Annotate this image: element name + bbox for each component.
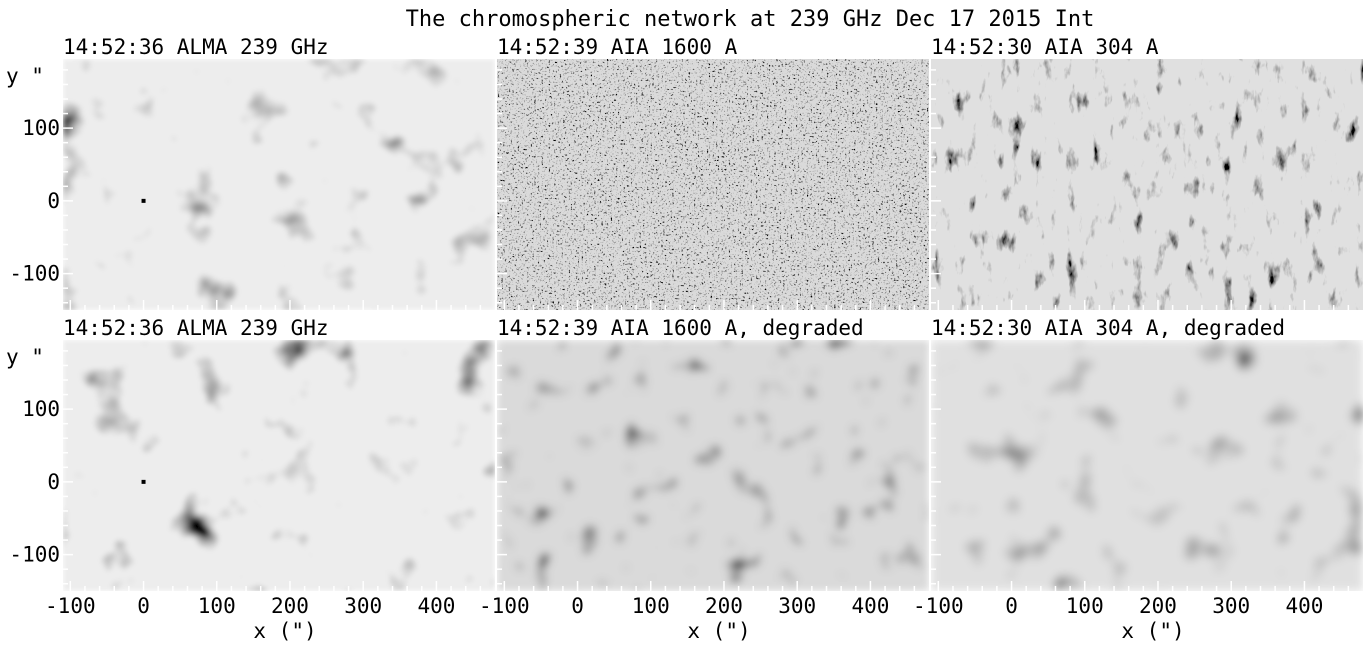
panel-title: 14:52:39 AIA 1600 A, degraded xyxy=(497,316,864,340)
solar-image xyxy=(497,340,929,591)
center-marker xyxy=(141,479,146,484)
panel-title: 14:52:36 ALMA 239 GHz xyxy=(63,35,329,59)
x-tick-label: 100 xyxy=(1066,594,1104,618)
x-tick-label: 400 xyxy=(417,594,455,618)
center-marker xyxy=(141,198,146,203)
x-tick-label: 300 xyxy=(1212,594,1250,618)
x-tick-label: 100 xyxy=(632,594,670,618)
x-tick-label: 300 xyxy=(778,594,816,618)
panel: 14:52:30 AIA 304 A, degraded xyxy=(931,316,1363,591)
panel: 14:52:36 ALMA 239 GHz xyxy=(63,316,495,591)
y-tick-label: -100 xyxy=(9,543,60,567)
y-axis-label: y " xyxy=(6,345,44,369)
x-tick-label: 300 xyxy=(344,594,382,618)
y-tick-label: 100 xyxy=(22,116,60,140)
solar-image xyxy=(931,340,1363,591)
y-tick-label: -100 xyxy=(9,262,60,286)
panel: 14:52:36 ALMA 239 GHz xyxy=(63,35,495,310)
x-tick-label: 400 xyxy=(1285,594,1323,618)
x-axis-label: x (") xyxy=(1121,619,1184,643)
x-tick-label: 100 xyxy=(198,594,236,618)
x-tick-label: 200 xyxy=(271,594,309,618)
x-tick-label: 0 xyxy=(571,594,584,618)
y-axis-label: y " xyxy=(6,64,44,88)
solar-image xyxy=(931,59,1363,310)
y-tick-label: 100 xyxy=(22,397,60,421)
y-tick-label: 0 xyxy=(47,470,60,494)
x-tick-label: 0 xyxy=(137,594,150,618)
x-axis-label: x (") xyxy=(687,619,750,643)
solar-image xyxy=(497,59,929,310)
figure-title: The chromospheric network at 239 GHz Dec… xyxy=(406,7,1095,32)
x-tick-label: 400 xyxy=(851,594,889,618)
x-tick-label: 0 xyxy=(1005,594,1018,618)
solar-image xyxy=(63,59,495,310)
panel-title: 14:52:30 AIA 304 A xyxy=(931,35,1159,59)
solar-image xyxy=(63,340,495,591)
panel: 14:52:39 AIA 1600 A, degraded xyxy=(497,316,929,591)
x-tick-label: 200 xyxy=(1139,594,1177,618)
x-tick-label: -100 xyxy=(479,594,530,618)
panel-title: 14:52:39 AIA 1600 A xyxy=(497,35,738,59)
x-axis-label: x (") xyxy=(253,619,316,643)
panel: 14:52:39 AIA 1600 A xyxy=(497,35,929,310)
panel: 14:52:30 AIA 304 A xyxy=(931,35,1363,310)
axes: -100 0 100 y " -100 0 100 y " -100 0 100 200 300 400 x… xyxy=(6,64,1323,643)
x-tick-label: -100 xyxy=(45,594,96,618)
panel-title: 14:52:30 AIA 304 A, degraded xyxy=(931,316,1285,340)
x-tick-label: 200 xyxy=(705,594,743,618)
y-tick-label: 0 xyxy=(47,189,60,213)
panel-grid: 14:52:36 ALMA 239 GHz 14:52:39 AIA 1600 A… xyxy=(63,35,1363,591)
panel-title: 14:52:36 ALMA 239 GHz xyxy=(63,316,329,340)
x-tick-label: -100 xyxy=(913,594,964,618)
